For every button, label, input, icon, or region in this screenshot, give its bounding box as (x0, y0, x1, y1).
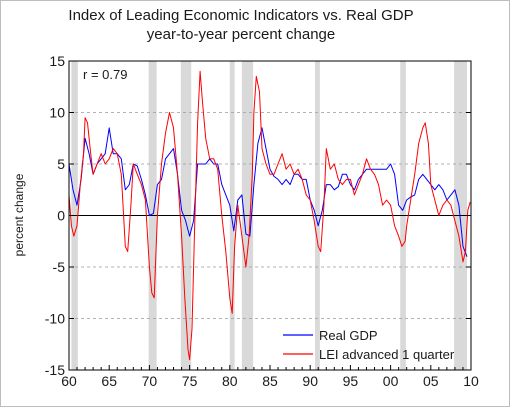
chart-subtitle: year-to-year percent change (147, 26, 335, 43)
x-tick-label: 70 (142, 373, 158, 389)
chart-title: Index of Leading Economic Indicators vs.… (68, 7, 413, 24)
x-tick-label: 85 (262, 373, 278, 389)
legend-label-0: Real GDP (319, 328, 378, 343)
x-tick-label: 75 (182, 373, 198, 389)
y-axis-label: percent change (12, 173, 26, 256)
x-tick-label: 05 (423, 373, 439, 389)
correlation-annotation: r = 0.79 (83, 67, 127, 82)
y-tick-label: -15 (45, 362, 65, 378)
y-axis-ticks: -15 -10 -5 0 5 10 15 (45, 53, 471, 378)
y-tick-label: 0 (57, 208, 65, 224)
x-tick-label: 95 (343, 373, 359, 389)
x-tick-label: 80 (222, 373, 238, 389)
series-layer (68, 70, 471, 361)
legend-label-1: LEI advanced 1 quarter (319, 347, 455, 362)
y-tick-label: 10 (49, 105, 65, 121)
x-axis-ticks: 60 65 70 75 80 85 90 95 00 05 10 (61, 365, 479, 389)
y-tick-label: -5 (53, 259, 66, 275)
y-tick-label: 15 (49, 53, 65, 69)
series-line-real-gdp (68, 127, 468, 257)
x-tick-label: 65 (101, 373, 117, 389)
x-tick-label: 60 (61, 373, 77, 389)
series-line-lei (68, 70, 471, 361)
grid-layer (69, 112, 471, 319)
legend: Real GDP LEI advanced 1 quarter (283, 328, 455, 362)
x-tick-label: 00 (383, 373, 399, 389)
y-tick-label: 5 (57, 156, 65, 172)
x-tick-label: 10 (463, 373, 479, 389)
y-tick-label: -10 (45, 311, 65, 327)
x-tick-label: 90 (302, 373, 318, 389)
